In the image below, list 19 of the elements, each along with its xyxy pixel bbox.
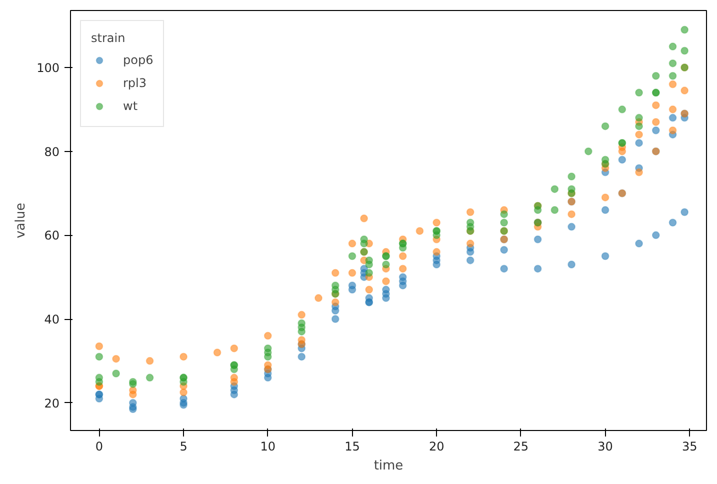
y-tick-label: 100 bbox=[36, 61, 60, 76]
y-tick-label: 80 bbox=[44, 144, 60, 159]
legend-label: pop6 bbox=[123, 53, 154, 67]
x-tick-label: 30 bbox=[598, 440, 613, 454]
x-tick-label: 35 bbox=[682, 440, 698, 454]
x-axis-title: time bbox=[374, 458, 404, 474]
legend-label: rpl3 bbox=[123, 76, 147, 90]
y-tick-label: 20 bbox=[44, 396, 60, 410]
x-tick-label: 20 bbox=[428, 440, 444, 454]
y-axis-title: value bbox=[14, 202, 29, 238]
x-tick-label: 5 bbox=[180, 440, 188, 454]
x-tick-label: 0 bbox=[95, 440, 103, 454]
x-tick-label: 10 bbox=[260, 440, 276, 454]
legend-label: wt bbox=[123, 99, 139, 113]
y-tick-label: 40 bbox=[44, 312, 60, 327]
y-tick-label: 60 bbox=[44, 228, 60, 243]
legend-title: strain bbox=[91, 31, 126, 45]
x-tick-label: 25 bbox=[513, 440, 529, 454]
x-tick-label: 15 bbox=[344, 440, 360, 454]
